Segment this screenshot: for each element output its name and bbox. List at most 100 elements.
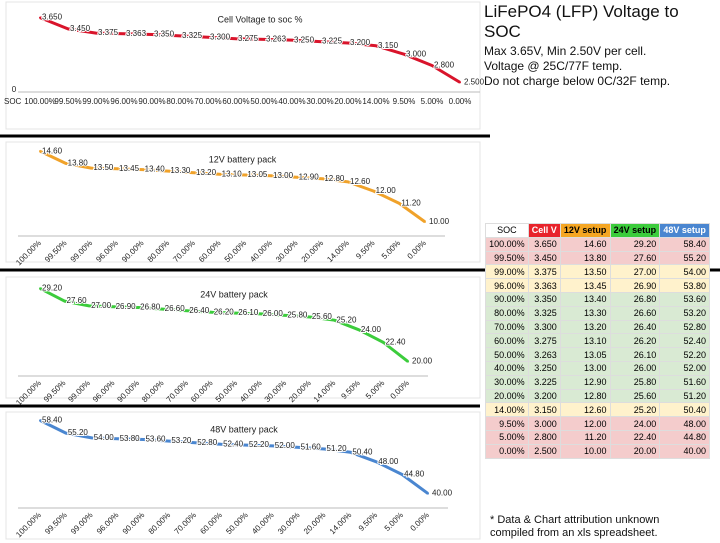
- table-cell: 48.00: [659, 416, 710, 431]
- data-label: 40.00: [432, 489, 453, 498]
- x-tick-label: 14.00%: [362, 97, 389, 106]
- table-cell: 30.00%: [485, 374, 529, 390]
- table-cell: 3.363: [527, 278, 561, 293]
- data-point: [333, 319, 336, 322]
- data-line: [39, 287, 409, 363]
- table-cell: 55.20: [659, 250, 710, 266]
- data-point: [295, 176, 298, 179]
- x-tick-label: 80.00%: [166, 97, 193, 106]
- data-label: 25.20: [336, 315, 357, 324]
- data-point: [39, 287, 41, 290]
- chart-title: 24V battery pack: [200, 289, 268, 299]
- table-cell: 13.05: [559, 347, 611, 362]
- table-cell: 99.50%: [485, 250, 529, 266]
- table-cell: 26.80: [609, 291, 661, 307]
- footnote: * Data & Chart attribution unknown compi…: [490, 514, 659, 540]
- data-label: 2.800: [434, 61, 455, 70]
- data-label: 52.40: [223, 439, 244, 448]
- table-cell: 25.20: [609, 402, 661, 418]
- table-header-cell: 12V setup: [559, 223, 611, 238]
- table-cell: 14.60: [559, 236, 611, 252]
- data-label: 2.500: [464, 77, 485, 86]
- table-cell: 99.00%: [485, 264, 529, 280]
- data-label: 3.450: [70, 24, 91, 33]
- data-label: 3.225: [322, 37, 343, 46]
- header-line: Voltage @ 25C/77F temp.: [484, 59, 623, 73]
- table-cell: 3.250: [527, 360, 561, 376]
- x-tick-label: 96.00%: [110, 97, 137, 106]
- table-cell: 14.00%: [485, 402, 529, 418]
- table-cell: 90.00%: [485, 291, 529, 307]
- data-label: 51.20: [327, 444, 348, 453]
- table-cell: 54.00: [659, 264, 710, 280]
- data-label: 25.60: [312, 312, 333, 321]
- data-label: 13.45: [119, 164, 140, 173]
- table-cell: 9.50%: [485, 416, 529, 431]
- data-label: 55.20: [68, 428, 89, 437]
- data-label: 26.80: [140, 303, 161, 312]
- table-cell: 13.00: [559, 360, 611, 376]
- table-cell: 70.00%: [485, 319, 529, 335]
- data-label: 53.20: [171, 436, 192, 445]
- x-axis-label: SOC: [4, 97, 22, 106]
- data-point: [398, 202, 401, 205]
- table-row: 40.00% 3.250 13.00 26.00 52.00: [485, 360, 710, 376]
- data-point: [168, 440, 171, 443]
- table-cell: 13.40: [559, 291, 611, 307]
- data-point: [186, 309, 189, 312]
- data-point: [220, 443, 223, 446]
- data-point: [270, 174, 272, 177]
- table-cell: 40.00%: [485, 360, 529, 376]
- data-label: 25.80: [287, 311, 308, 320]
- x-tick-label: 70.00%: [194, 97, 221, 106]
- data-label: 24.00: [361, 325, 382, 334]
- chart-title: 12V battery pack: [209, 154, 277, 164]
- data-label: 26.20: [214, 307, 235, 316]
- table-cell: 52.40: [659, 333, 710, 349]
- data-point: [151, 33, 153, 36]
- table-cell: 96.00%: [485, 278, 529, 293]
- data-label: 29.20: [42, 283, 63, 292]
- data-point: [308, 316, 311, 319]
- data-point: [319, 40, 321, 43]
- data-point: [235, 37, 237, 40]
- table-cell: 12.90: [559, 374, 611, 390]
- table-cell: 3.275: [527, 333, 561, 349]
- table-cell: 10.00: [559, 443, 611, 459]
- data-point: [357, 328, 360, 331]
- header-title: LiFePO4 (LFP) Voltage to SOC: [484, 2, 679, 41]
- data-point: [284, 314, 287, 317]
- data-label: 3.263: [266, 35, 287, 44]
- table-cell: 2.800: [527, 429, 561, 445]
- axis-origin-label: 0: [12, 85, 17, 94]
- table-row: 60.00% 3.275 13.10 26.20 52.40: [485, 333, 710, 349]
- data-label: 12.00: [376, 186, 397, 195]
- data-label: 3.375: [98, 28, 119, 37]
- data-label: 26.10: [238, 308, 259, 317]
- data-point: [297, 446, 300, 449]
- data-line: [39, 419, 429, 495]
- data-point: [90, 167, 93, 170]
- data-label: 53.80: [120, 434, 141, 443]
- data-point: [179, 34, 181, 37]
- table-cell: 100.00%: [485, 236, 529, 252]
- table-cell: 50.00%: [485, 347, 529, 362]
- data-point: [218, 173, 221, 176]
- table-cell: 52.20: [659, 347, 710, 362]
- data-point: [431, 64, 433, 67]
- data-point: [424, 220, 426, 223]
- data-point: [321, 177, 324, 180]
- chart-panel: [5, 1, 481, 130]
- table-cell: 3.150: [527, 402, 561, 418]
- data-label: 27.00: [91, 301, 112, 310]
- data-point: [235, 312, 238, 315]
- footnote-line: * Data & Chart attribution unknown: [490, 514, 660, 526]
- data-label: 14.60: [42, 146, 63, 155]
- data-point: [193, 171, 195, 174]
- table-row: 20.00% 3.200 12.80 25.60 51.20: [485, 388, 710, 404]
- data-label: 51.60: [301, 443, 322, 452]
- table-cell: 12.00: [559, 416, 611, 431]
- table-cell: 12.80: [559, 388, 611, 404]
- data-point: [401, 473, 404, 476]
- data-point: [347, 180, 349, 183]
